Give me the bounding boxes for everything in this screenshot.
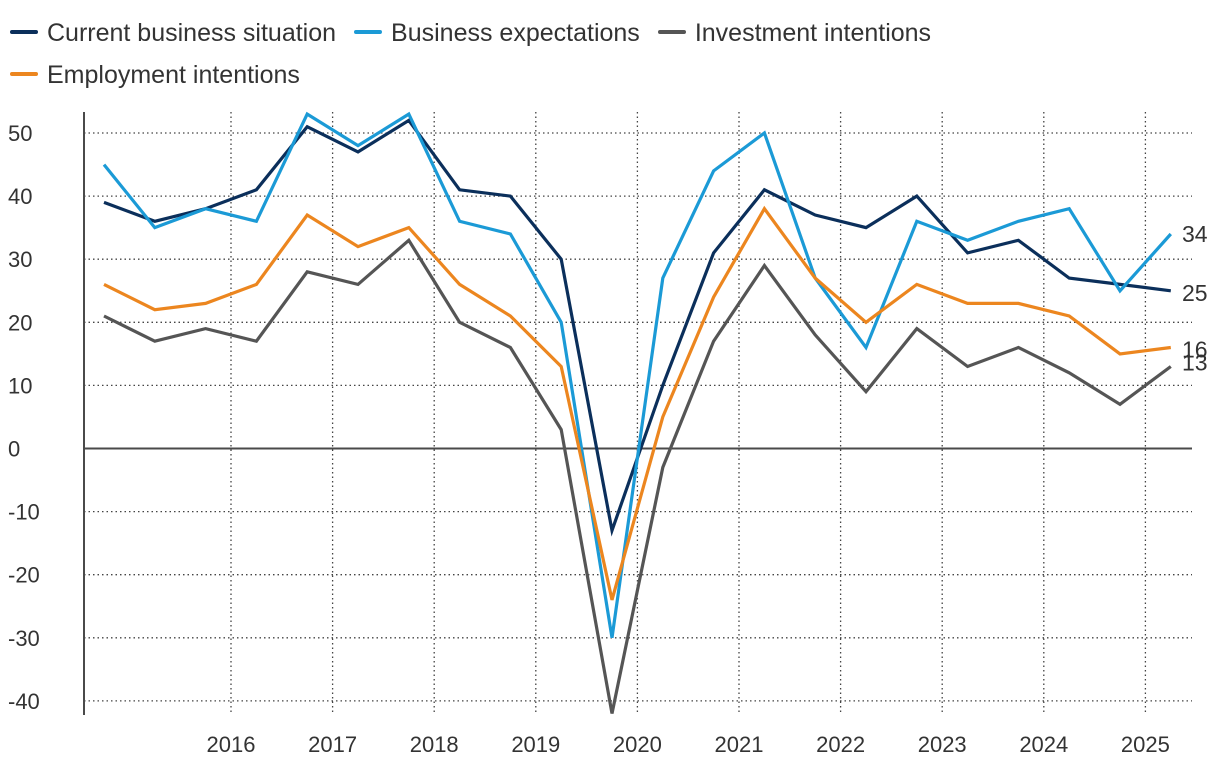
x-tick-label: 2025 [1121,732,1170,757]
legend-swatch [10,30,38,35]
gridlines [84,112,1192,712]
series-line-employment-intentions [103,205,1172,601]
x-tick-label: 2018 [410,732,459,757]
y-tick-label: -40 [8,689,40,714]
legend-label: Current business situation [47,19,337,47]
y-tick-label: -30 [8,626,40,651]
legend-label: Employment intentions [47,61,300,89]
end-label-investment-intentions: 13 [1182,349,1208,375]
legend-swatch [657,30,686,35]
legend-swatch [10,72,38,77]
y-tick-label: 10 [8,373,32,398]
end-label-current-business-situation: 25 [1182,280,1208,306]
x-tick-label: 2022 [816,732,865,757]
y-tick-label: 40 [8,184,32,209]
x-tick-label: 2020 [613,732,662,757]
series-line-business-expectations [102,111,1172,639]
series-line-investment-intentions [103,237,1172,714]
y-tick-label: 50 [8,121,32,146]
legend-item-investment-intentions: Investment intentions [657,12,932,54]
x-tick-label: 2016 [207,732,256,757]
x-tick-label: 2023 [918,732,967,757]
legend-item-current-business-situation: Current business situation [10,12,336,54]
end-label-employment-intentions: 16 [1182,337,1208,363]
x-tick-label: 2019 [511,732,560,757]
legend-label: Investment intentions [694,19,932,47]
y-tick-label: -20 [8,563,40,588]
x-tick-label: 2021 [715,732,764,757]
y-tick-label: 0 [8,437,20,462]
x-tick-label: 2024 [1019,732,1068,757]
chart-legend: Current business situation Business expec… [10,12,1210,96]
end-label-business-expectations: 34 [1182,221,1208,247]
legend-item-employment-intentions: Employment intentions [10,54,300,96]
x-tick-label: 2017 [308,732,357,757]
y-tick-label: 20 [8,310,32,335]
legend-item-business-expectations: Business expectations [354,12,640,54]
series-lines [102,111,1172,714]
legend-label: Business expectations [391,19,640,47]
legend-swatch [354,30,383,35]
y-tick-label: 30 [8,247,32,272]
tick-labels: -40 -30 -20 -10 0 10 20 30 40 50 2016 2017 2018 2019 2… [8,121,1208,757]
y-tick-label: -10 [8,500,40,525]
